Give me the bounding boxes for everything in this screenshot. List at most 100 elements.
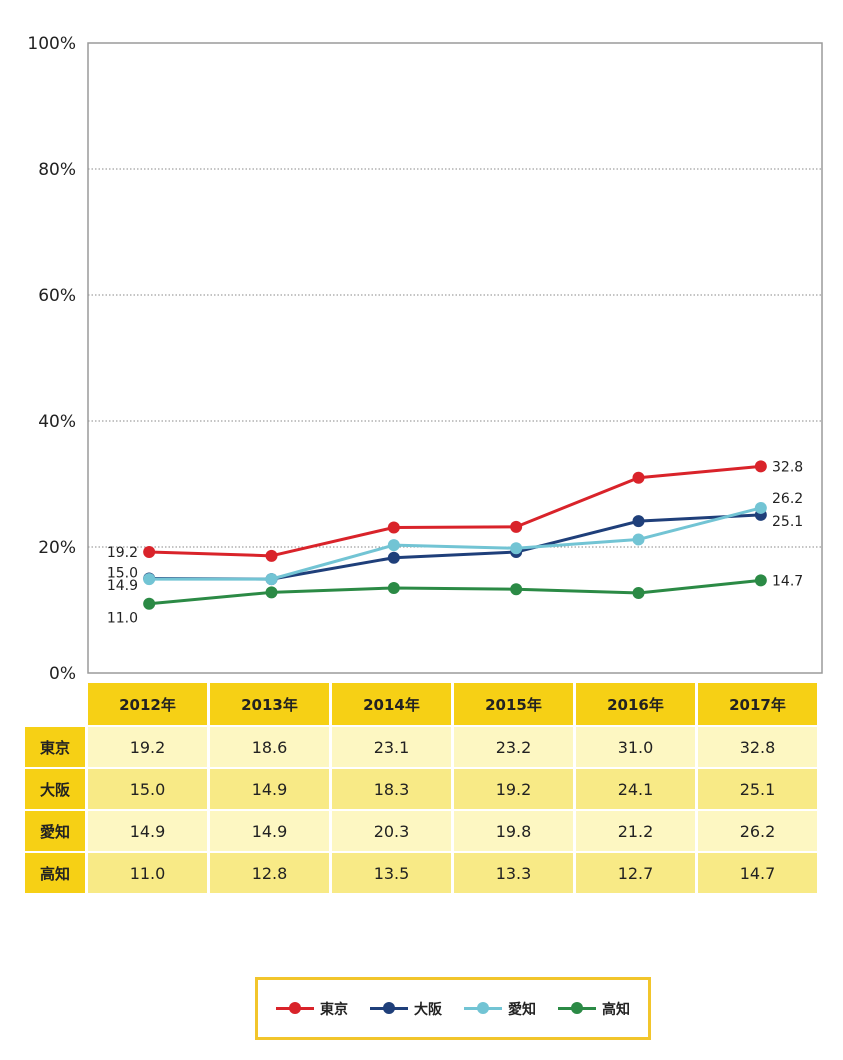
y-tick-label: 100% xyxy=(27,34,76,54)
table-cell: 23.1 xyxy=(332,727,451,767)
y-tick-label: 20% xyxy=(38,538,76,558)
table-cell: 11.0 xyxy=(88,853,207,893)
data-point xyxy=(387,581,400,594)
table-row: 高知 11.0 12.8 13.5 13.3 12.7 14.7 xyxy=(25,853,817,893)
y-tick-label: 60% xyxy=(38,286,76,306)
table-cell: 14.9 xyxy=(210,769,329,809)
legend-label: 愛知 xyxy=(508,1001,536,1018)
legend-label: 大阪 xyxy=(414,1001,442,1018)
table-cell: 19.8 xyxy=(454,811,573,851)
series-東京 xyxy=(143,460,767,562)
data-point xyxy=(632,471,645,484)
data-point xyxy=(632,586,645,599)
table-corner xyxy=(25,683,85,725)
data-table: 2012年 2013年 2014年 2015年 2016年 2017年 東京 1… xyxy=(22,681,820,895)
end-value-label: 32.8 xyxy=(772,459,803,475)
start-value-label: 15.0 xyxy=(107,566,138,582)
chart-series xyxy=(143,460,767,610)
data-point xyxy=(387,539,400,552)
year-header: 2016年 xyxy=(576,683,695,725)
table-row: 愛知 14.9 14.9 20.3 19.8 21.2 26.2 xyxy=(25,811,817,851)
table-cell: 12.7 xyxy=(576,853,695,893)
start-value-label: 14.9 xyxy=(107,578,138,594)
data-point xyxy=(754,574,767,587)
year-header: 2014年 xyxy=(332,683,451,725)
table-row: 大阪 15.0 14.9 18.3 19.2 24.1 25.1 xyxy=(25,769,817,809)
end-value-label: 14.7 xyxy=(772,573,803,589)
table-cell: 32.8 xyxy=(698,727,817,767)
year-header: 2013年 xyxy=(210,683,329,725)
end-value-label: 26.2 xyxy=(772,491,803,507)
row-label-osaka: 大阪 xyxy=(25,769,85,809)
table-cell: 18.6 xyxy=(210,727,329,767)
series-愛知 xyxy=(143,501,767,586)
line-chart: 0% 20% 40% 60% 80% 100% 19.2 15.014.9 11.0 32.8 2… xyxy=(27,34,823,682)
data-point xyxy=(754,460,767,473)
data-point xyxy=(754,501,767,514)
row-label-tokyo: 東京 xyxy=(25,727,85,767)
table-cell: 13.3 xyxy=(454,853,573,893)
data-point xyxy=(265,549,278,562)
table-cell: 19.2 xyxy=(88,727,207,767)
series-高知 xyxy=(143,574,767,610)
table-cell: 12.8 xyxy=(210,853,329,893)
legend-label: 高知 xyxy=(602,1001,630,1018)
legend-item-aichi: 愛知 xyxy=(464,999,536,1019)
legend-label: 東京 xyxy=(320,1001,348,1018)
table-header-row: 2012年 2013年 2014年 2015年 2016年 2017年 xyxy=(25,683,817,725)
y-tick-label: 0% xyxy=(49,664,76,682)
start-value-label: 11.0 xyxy=(107,611,138,627)
legend-swatch xyxy=(464,1002,502,1014)
legend-swatch xyxy=(276,1002,314,1014)
data-point xyxy=(143,597,156,610)
table-row: 東京 19.2 18.6 23.1 23.2 31.0 32.8 xyxy=(25,727,817,767)
series-line xyxy=(149,464,761,558)
data-point xyxy=(265,586,278,599)
data-point xyxy=(632,515,645,528)
legend-swatch xyxy=(558,1002,596,1014)
table-cell: 15.0 xyxy=(88,769,207,809)
data-labels: 19.2 15.014.9 11.0 32.8 25.1 26.2 14.7 xyxy=(107,459,803,626)
data-point xyxy=(510,520,523,533)
data-point xyxy=(387,551,400,564)
table-cell: 23.2 xyxy=(454,727,573,767)
y-tick-label: 80% xyxy=(38,160,76,180)
year-header: 2012年 xyxy=(88,683,207,725)
data-point xyxy=(510,542,523,555)
year-header: 2015年 xyxy=(454,683,573,725)
row-label-aichi: 愛知 xyxy=(25,811,85,851)
table-cell: 31.0 xyxy=(576,727,695,767)
table-cell: 26.2 xyxy=(698,811,817,851)
table-cell: 25.1 xyxy=(698,769,817,809)
end-value-label: 25.1 xyxy=(772,514,803,530)
legend-item-tokyo: 東京 xyxy=(276,999,348,1019)
table-cell: 19.2 xyxy=(454,769,573,809)
table-cell: 14.7 xyxy=(698,853,817,893)
legend-swatch xyxy=(370,1002,408,1014)
series-line xyxy=(149,506,762,581)
table-cell: 13.5 xyxy=(332,853,451,893)
y-axis: 0% 20% 40% 60% 80% 100% xyxy=(27,34,76,682)
series-line xyxy=(149,578,761,606)
data-point xyxy=(265,573,278,586)
year-header: 2017年 xyxy=(698,683,817,725)
chart-legend: 東京 大阪 愛知 高知 xyxy=(255,977,651,1040)
start-value-label: 19.2 xyxy=(107,545,138,561)
table-cell: 21.2 xyxy=(576,811,695,851)
table-cell: 14.9 xyxy=(88,811,207,851)
table-cell: 24.1 xyxy=(576,769,695,809)
table-cell: 18.3 xyxy=(332,769,451,809)
data-point xyxy=(143,573,156,586)
data-point xyxy=(143,546,156,559)
data-point xyxy=(510,583,523,596)
data-point xyxy=(632,533,645,546)
y-tick-label: 40% xyxy=(38,412,76,432)
data-point xyxy=(387,521,400,534)
plot-area-border xyxy=(87,42,823,674)
table-cell: 14.9 xyxy=(210,811,329,851)
table-cell: 20.3 xyxy=(332,811,451,851)
row-label-kochi: 高知 xyxy=(25,853,85,893)
legend-item-osaka: 大阪 xyxy=(370,999,442,1019)
legend-item-kochi: 高知 xyxy=(558,999,630,1019)
chart-grid xyxy=(88,168,822,548)
